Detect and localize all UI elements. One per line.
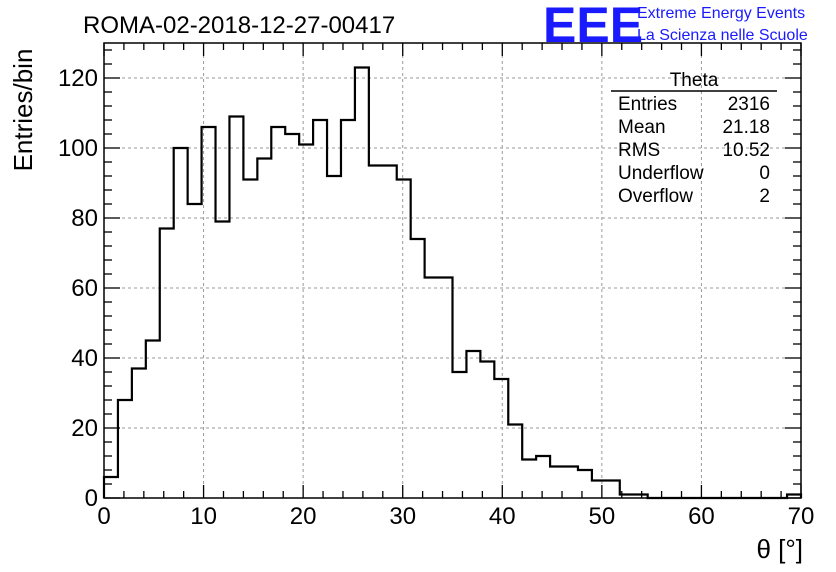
histogram-bin: [188, 204, 202, 498]
histogram-bin: [313, 120, 327, 498]
y-tick-label: 120: [58, 65, 98, 92]
logo-line-1: Extreme Energy Events: [637, 5, 805, 22]
chart-title: ROMA-02-2018-12-27-00417: [83, 12, 395, 39]
histogram-bin: [453, 372, 467, 498]
y-tick-label: 40: [71, 345, 98, 372]
stats-title: Theta: [670, 70, 719, 91]
histogram-outline: [102, 66, 803, 500]
histogram-bin: [564, 467, 578, 499]
histogram-bin: [118, 400, 132, 498]
histogram-bin: [508, 425, 522, 499]
histogram-bin: [146, 341, 160, 499]
histogram-bin: [355, 68, 369, 499]
stats-label: Entries: [618, 94, 677, 115]
stats-label: RMS: [618, 140, 660, 161]
logo-line-2: La Scienza nelle Scuole: [637, 27, 808, 44]
histogram-bin: [578, 470, 592, 498]
histogram-bin: [132, 369, 146, 499]
histogram-bin: [229, 117, 243, 499]
stats-box: Theta Entries 2316 Mean 21.18 RMS 10.52 Underfl…: [611, 70, 777, 207]
stats-label: Underflow: [618, 163, 704, 184]
histogram-bin: [202, 127, 216, 498]
x-tick-label: 40: [489, 503, 516, 530]
stats-label: Overflow: [618, 186, 693, 207]
histogram-bin: [425, 278, 439, 499]
histogram-bin: [383, 166, 397, 499]
histogram-bin: [243, 180, 257, 499]
histogram-bin: [466, 351, 480, 498]
x-tick-label: 50: [589, 503, 616, 530]
x-tick-label: 0: [97, 503, 110, 530]
y-tick-label: 20: [71, 415, 98, 442]
stats-value: 2316: [728, 94, 770, 115]
histogram-bin: [299, 145, 313, 499]
stats-value: 2: [759, 186, 770, 207]
stats-value: 0: [759, 163, 770, 184]
histogram-bin: [369, 166, 383, 499]
stats-label: Mean: [618, 117, 666, 138]
x-tick-label: 20: [290, 503, 317, 530]
histogram-bin: [397, 180, 411, 499]
histogram-bin: [174, 148, 188, 498]
plot-frame: [103, 42, 802, 499]
histogram-bin: [494, 379, 508, 498]
y-axis-label: Entries/bin: [8, 49, 38, 172]
histogram-bin: [606, 481, 620, 499]
histogram-bin: [536, 456, 550, 498]
y-tick-label: 60: [71, 275, 98, 302]
histogram-bin: [341, 120, 355, 498]
x-tick-label: 60: [688, 503, 715, 530]
histogram-bin: [411, 239, 425, 498]
y-tick-label: 80: [71, 205, 98, 232]
x-tick-label: 70: [788, 503, 815, 530]
x-tick-label: 30: [389, 503, 416, 530]
y-tick-label: 0: [85, 485, 98, 512]
histogram-bin: [160, 229, 174, 499]
histogram-bin: [592, 481, 606, 499]
histogram-bin: [104, 477, 118, 498]
histogram-bin: [439, 278, 453, 499]
stats-value: 21.18: [722, 117, 770, 138]
x-axis-label: θ [°]: [756, 534, 803, 564]
histogram-bin: [480, 362, 494, 499]
histogram-bin: [522, 460, 536, 499]
eee-logo: EEE Extreme Energy Events La Scienza nel…: [543, 0, 808, 53]
histogram-bin: [216, 222, 230, 499]
stats-value: 10.52: [722, 140, 770, 161]
histogram-bin: [285, 134, 299, 498]
histogram-bin: [257, 159, 271, 499]
histogram-bin: [327, 176, 341, 498]
y-tick-label: 100: [58, 135, 98, 162]
histogram-series: [102, 66, 803, 500]
x-tick-label: 10: [190, 503, 217, 530]
histogram-bin: [271, 127, 285, 498]
logo-mark: EEE: [543, 0, 643, 53]
